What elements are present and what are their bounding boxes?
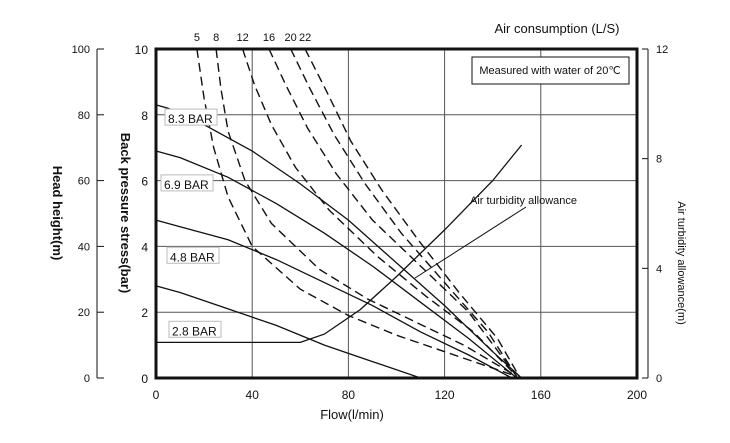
pressure-label: 4.8 BAR — [170, 250, 215, 264]
air-consumption-curve — [241, 48, 518, 377]
y3-axis-title: Air turbidity allowance(m) — [675, 201, 687, 324]
pressure-label: 2.8 BAR — [172, 324, 217, 338]
top-axis-title: Air consumption (L/S) — [495, 21, 620, 36]
x-tick-label: 80 — [342, 388, 356, 402]
x-tick-label: 40 — [246, 388, 260, 402]
series-labels: 5 8 12 16 20 22 8.3 BAR 6.9 BAR 4.8 BAR 2.8 BAR — [160, 32, 311, 338]
air-consumption-curve — [290, 48, 518, 377]
air-consumption-curve — [215, 48, 518, 378]
y3-tick-label: 8 — [656, 154, 662, 166]
y2-tick-label: 20 — [78, 307, 90, 319]
top-tick-label: 5 — [194, 32, 200, 44]
top-tick-label: 22 — [299, 32, 311, 44]
air-turbidity-curve — [156, 144, 523, 344]
pressure-label-box — [166, 246, 220, 264]
air-turbidity-label: Air turbidity allowance — [470, 195, 577, 207]
curves — [155, 48, 523, 379]
y2-tick-label: 100 — [72, 44, 90, 56]
note-text: Measured with water of 20℃ — [479, 65, 620, 77]
air-consumption-curve — [268, 48, 518, 377]
y2-tick-label: 40 — [78, 241, 90, 253]
y-tick-label: 8 — [141, 109, 148, 123]
pressure-label-box — [168, 320, 222, 338]
y-tick-label: 6 — [141, 175, 148, 189]
pressure-label: 8.3 BAR — [168, 112, 213, 126]
pressure-label-box — [164, 108, 218, 126]
y-tick-label: 2 — [141, 306, 148, 320]
x-tick-label: 0 — [153, 388, 160, 402]
air-consumption-curve — [304, 48, 520, 377]
y-tick-label: 4 — [141, 240, 148, 254]
top-tick-label: 8 — [213, 32, 219, 44]
pressure-label-box — [160, 174, 214, 192]
pressure-curve — [155, 150, 518, 379]
x-tick-label: 120 — [435, 388, 455, 402]
top-tick-label: 12 — [236, 32, 248, 44]
air-turbidity-pointer — [414, 206, 527, 279]
y3-tick-label: 4 — [656, 263, 662, 275]
x-axis-title: Flow(l/min) — [320, 407, 384, 422]
grid-lines — [156, 49, 637, 378]
y2-axis-title: Head height(m) — [50, 166, 65, 261]
y2-tick-label: 80 — [78, 110, 90, 122]
top-tick-label: 20 — [285, 32, 297, 44]
x-tick-label: 200 — [627, 388, 647, 402]
top-tick-label: 16 — [263, 32, 275, 44]
y2-tick-label: 60 — [78, 176, 90, 188]
air-consumption-curve — [196, 48, 518, 378]
y-tick-label: 10 — [135, 43, 149, 57]
x-tick-label: 160 — [531, 388, 551, 402]
pressure-label: 6.9 BAR — [164, 178, 209, 192]
y-axis-title: Back pressure stress(bar) — [118, 133, 133, 293]
note-box — [471, 56, 630, 85]
pressure-curve — [155, 285, 421, 379]
plot-frame — [154, 47, 639, 380]
y3-tick-label: 0 — [656, 373, 662, 385]
pressure-curve — [155, 219, 513, 379]
y3-tick-label: 12 — [656, 44, 668, 56]
y-tick-label: 0 — [141, 372, 148, 386]
y2-tick-label: 0 — [84, 373, 90, 385]
